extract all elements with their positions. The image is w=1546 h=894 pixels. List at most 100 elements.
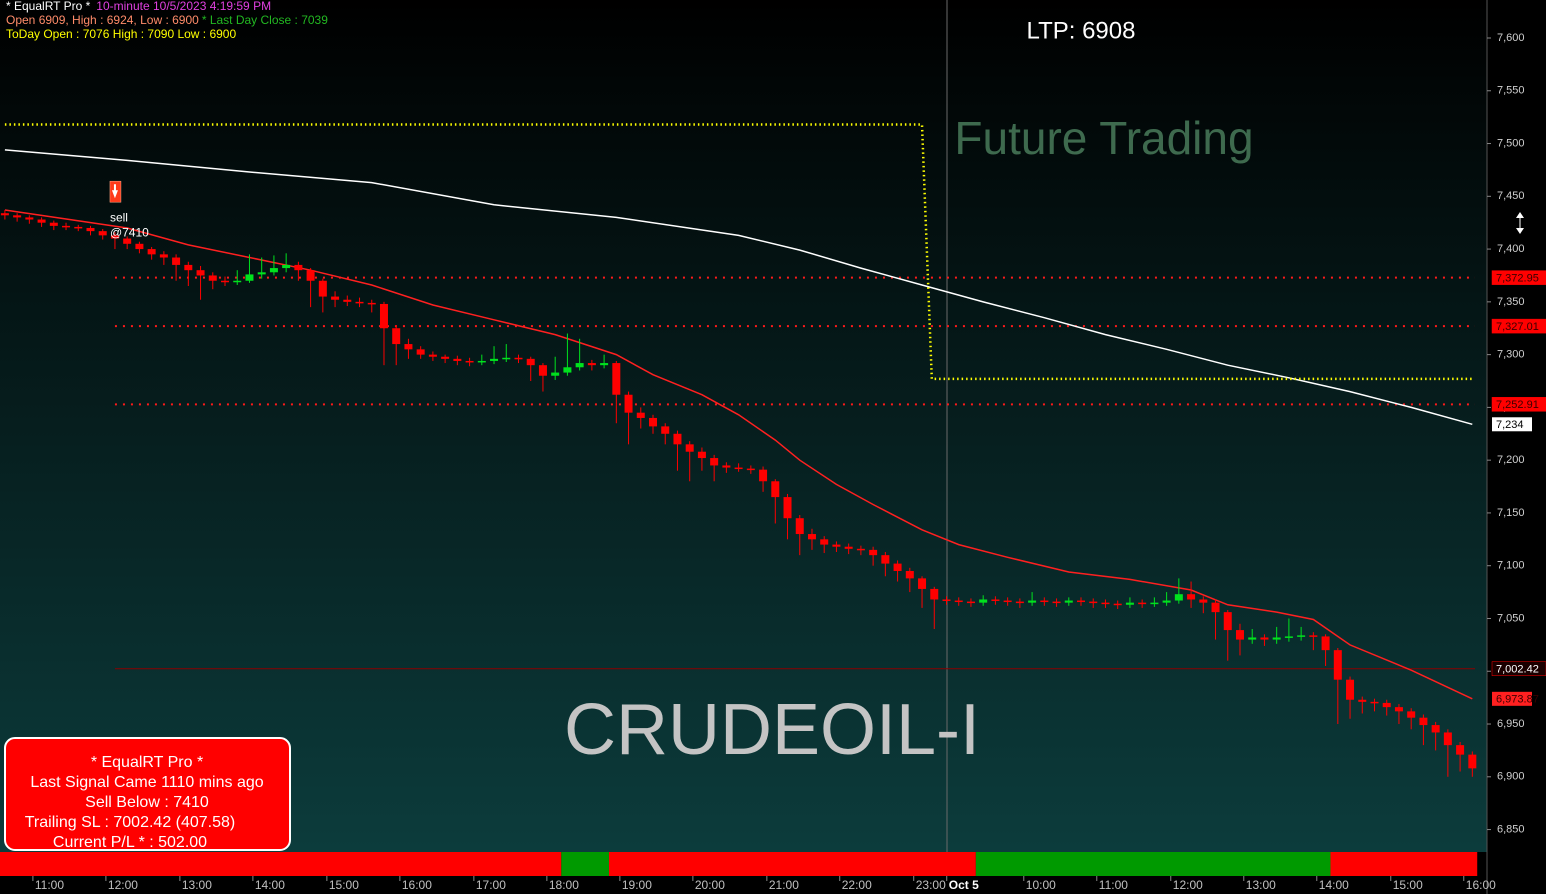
candle-body [221, 280, 230, 283]
candle-body [893, 563, 902, 571]
candle-body [453, 358, 462, 361]
candle-body [25, 217, 34, 220]
candle-body [1113, 603, 1122, 606]
candle-body [0, 213, 9, 216]
candle-body [526, 358, 535, 366]
candle-body [979, 599, 988, 603]
candle-body [1333, 650, 1342, 680]
header-line: Open 6909, High : 6924, Low : 6900 * Last… [6, 13, 328, 27]
candle-body [905, 570, 914, 579]
stop-label-box [1491, 661, 1546, 676]
x-tick-label: 20:00 [695, 878, 725, 892]
candle-body [954, 600, 963, 603]
info-line: Trailing SL : 7002.42 (407.58) [25, 814, 236, 831]
watermark: Future Trading [954, 112, 1253, 164]
candle-body [734, 467, 743, 470]
x-tick-label: 12:00 [1173, 878, 1203, 892]
candle-body [795, 518, 804, 535]
candle-body [123, 238, 132, 244]
candle-body [1382, 702, 1391, 708]
candle-body [587, 363, 596, 366]
candle-body [807, 534, 816, 540]
candle-body [832, 544, 841, 547]
x-tick-label: 13:00 [1246, 878, 1276, 892]
candle-body [441, 356, 450, 359]
candle-body [930, 588, 939, 600]
last-value-label: 6,973.87 [1496, 694, 1539, 706]
x-tick-label: Oct 5 [949, 878, 979, 892]
candle-body [759, 469, 768, 482]
candle-body [746, 468, 755, 471]
candle-body [62, 225, 71, 228]
candle-body [600, 363, 609, 366]
info-line: * EqualRT Pro * [91, 754, 203, 771]
candle-body [318, 280, 327, 297]
candle-body [1346, 679, 1355, 700]
candle-body [37, 219, 46, 223]
x-tick-label: 11:00 [1099, 878, 1128, 892]
candle-body [196, 270, 205, 276]
y-tick-label: 7,400 [1497, 243, 1525, 255]
indicator-line [4, 149, 1473, 426]
signal-price: @7410 [110, 225, 149, 239]
candle-body [110, 235, 119, 239]
candle-body [563, 367, 572, 373]
candle-body [881, 555, 890, 564]
plot-background [0, 0, 1487, 852]
signal-segment [0, 852, 562, 876]
info-line: Current P/L * : 502.00 [53, 834, 207, 851]
signal-segment [561, 852, 609, 876]
info-line: Last Signal Came 1110 mins ago [30, 774, 263, 791]
level-label: 7,327.01 [1496, 321, 1539, 333]
level-label: 7,372.95 [1496, 273, 1539, 285]
candle-body [477, 360, 486, 363]
candle-body [991, 599, 1000, 601]
y-tick-label: 7,200 [1497, 454, 1525, 466]
candle-body [1015, 601, 1024, 604]
candle-body [722, 465, 731, 468]
candle-body [331, 296, 340, 300]
candle-body [1248, 637, 1257, 640]
candle-body [1407, 711, 1416, 718]
candle-body [245, 274, 254, 281]
candle-body [1040, 600, 1049, 603]
info-box-bg [4, 737, 291, 851]
candle-body [1187, 594, 1196, 600]
signal-segment [1330, 852, 1478, 876]
candle-body [575, 363, 584, 368]
candle-body [1101, 602, 1110, 605]
y-tick-label: 7,600 [1497, 32, 1525, 44]
candle-body [918, 578, 927, 589]
candle-body [172, 257, 181, 265]
candle-body [1174, 594, 1183, 601]
candle-body [1125, 602, 1134, 605]
candle-body [490, 358, 499, 361]
last-value-label: 7,234 [1496, 419, 1524, 431]
candle-body [1211, 602, 1220, 613]
candle-body [184, 264, 193, 271]
candle-body [1284, 636, 1293, 638]
candle-body [233, 280, 242, 283]
candle-body [1468, 754, 1477, 769]
y-tick-label: 7,100 [1497, 560, 1525, 572]
signal-text: sell [110, 210, 128, 224]
candle-body [697, 451, 706, 459]
symbol: CRUDEOIL-I [564, 690, 980, 770]
x-tick-label: 14:00 [1319, 878, 1349, 892]
candle-body [1297, 635, 1306, 637]
header-line: * EqualRT Pro * 10-minute 10/5/2023 4:19:… [6, 0, 271, 13]
info-box: * EqualRT Pro * Last Signal Came 1110 mi… [4, 737, 291, 851]
candle-body [159, 254, 168, 258]
candle-body [269, 268, 278, 273]
candle-body [1028, 600, 1037, 603]
marks: 6,8506,9006,9507,0007,0507,1007,1507,200… [0, 32, 1546, 892]
stop-label: 7,002.42 [1496, 664, 1539, 676]
candle-body [783, 497, 792, 519]
candle-body [1321, 636, 1330, 651]
last-value-box [1492, 417, 1532, 432]
candle-body [685, 444, 694, 452]
scale-icon [1516, 212, 1524, 234]
candle-body [820, 539, 829, 545]
